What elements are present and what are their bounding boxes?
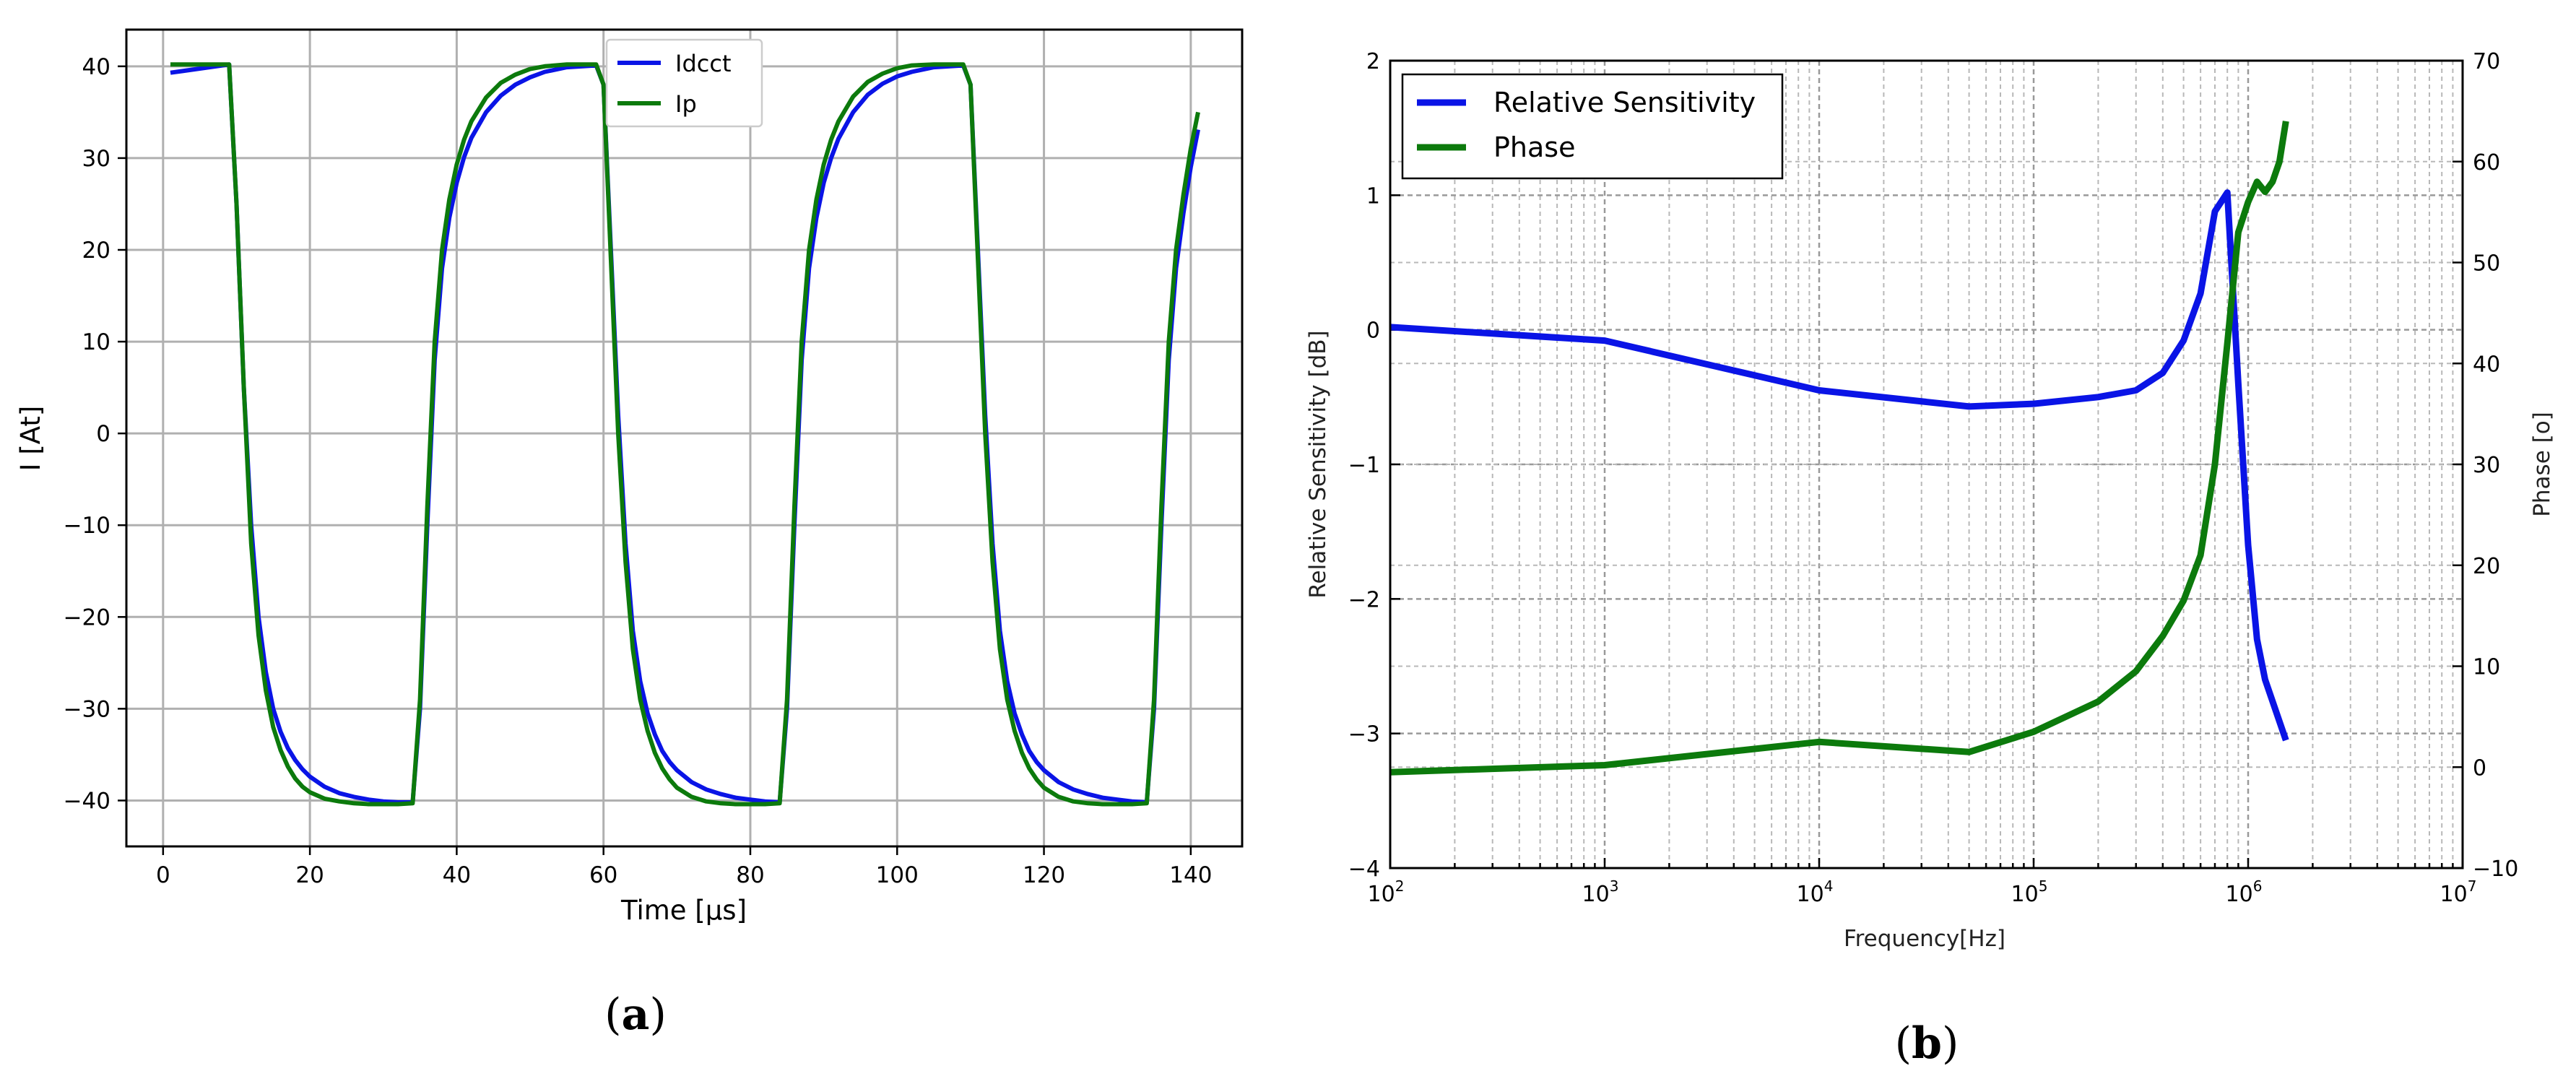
panel-b-series — [1389, 121, 2289, 776]
panel-b-y2tick-label: 20 — [2473, 554, 2500, 579]
panel-a-xtick-label: 40 — [443, 862, 471, 888]
panel-b-series-phase — [1389, 121, 2289, 776]
panel-b-plot-frame — [1389, 59, 2464, 870]
panel-b-xtick-label: 106 — [2226, 877, 2263, 907]
panel-a-ytick-label: −10 — [64, 513, 110, 539]
panel-b-y2label: Phase [o] — [2529, 412, 2555, 517]
panel-b-y2tick-label: 0 — [2473, 755, 2486, 781]
panel-b-y2tick-label: 30 — [2473, 453, 2500, 478]
panel-b-ytick-label: 2 — [1366, 49, 1380, 74]
panel-a-ytick-label: −40 — [64, 788, 110, 814]
panel-b-ytick-label: 0 — [1366, 318, 1380, 344]
panel-a-ylabel: I [At] — [15, 406, 46, 472]
panel-b-y2tick-label: 70 — [2473, 49, 2500, 74]
panel-b-ytick-label: −1 — [1348, 453, 1380, 478]
panel-b-legend: Relative Sensitivity Phase — [1401, 73, 1784, 180]
panel-a-ytick-label: 30 — [82, 146, 110, 172]
panel-a-ytick-label: 40 — [82, 54, 110, 80]
panel-b-y2tick-label: 60 — [2473, 150, 2500, 175]
panel-b-xtick-label: 102 — [1368, 877, 1405, 907]
panel-b-legend-label-sensitivity: Relative Sensitivity — [1493, 87, 1756, 118]
panel-b-legend-label-phase: Phase — [1493, 131, 1575, 163]
panel-a-xlabel: Time [µs] — [620, 895, 747, 926]
panel-a-legend-label-ip: Ip — [675, 90, 697, 118]
panel-a-gridlines — [126, 30, 1242, 846]
panel-b-y2tick-label: −10 — [2473, 857, 2518, 882]
panel-a-ytick-label: 0 — [96, 421, 110, 447]
panel-a-ytick-label: 20 — [82, 238, 110, 264]
panel-b-y2tick-label: 40 — [2473, 352, 2500, 377]
panel-a-xtick-label: 100 — [876, 862, 919, 888]
panel-a-ticks: 0 20 40 60 80 100 120 140 −40 −30 −20 −10 0 10 20 30 40 — [64, 54, 1213, 888]
panel-b-ytick-label: −2 — [1348, 587, 1380, 612]
panel-a-series-ip — [170, 62, 1200, 807]
panel-b-xtick-label: 103 — [1582, 877, 1619, 907]
panel-b-xtick-label: 107 — [2440, 877, 2477, 907]
panel-b-ytick-label: −3 — [1348, 722, 1380, 747]
panel-b-xtick-label: 105 — [2011, 877, 2048, 907]
panel-a-xtick-label: 60 — [589, 862, 617, 888]
panel-b-ytick-label: 1 — [1366, 183, 1380, 209]
panel-a-ytick-label: −30 — [64, 696, 110, 722]
panel-a-legend: Idcct Ip — [605, 38, 763, 128]
panel-a-legend-label-idcct: Idcct — [675, 50, 731, 77]
panel-a-xtick-label: 20 — [295, 862, 324, 888]
panel-a-xtick-label: 80 — [736, 862, 764, 888]
panel-b-series-relative-sensitivity — [1389, 189, 2289, 742]
panel-a-xtick-label: 140 — [1169, 862, 1212, 888]
panel-b-chart: 102 103 104 105 106 107−4−3−2−1012−1001020304… — [1305, 49, 2555, 952]
panel-a-series — [170, 62, 1200, 807]
panel-a-ytick-label: 10 — [82, 329, 110, 355]
panel-b-legend-box — [1401, 73, 1784, 180]
caption-a: (a) — [604, 989, 667, 1040]
panel-a-ytick-label: −20 — [64, 604, 110, 630]
panel-b-xtick-label: 104 — [1797, 877, 1834, 907]
panel-a-plot-frame — [125, 28, 1244, 848]
panel-b-xlabel: Frequency[Hz] — [1844, 926, 2005, 952]
panel-b-ylabel: Relative Sensitivity [dB] — [1305, 330, 1331, 598]
panel-b-y2tick-label: 10 — [2473, 655, 2500, 680]
panel-a-chart: 0 20 40 60 80 100 120 140−40−30−20−10010203040 … — [15, 28, 1244, 926]
panel-a-xtick-label: 0 — [156, 862, 170, 888]
panel-a-xtick-label: 120 — [1023, 862, 1065, 888]
panel-b-ytick-label: −4 — [1348, 857, 1380, 882]
panel-b-y2tick-label: 50 — [2473, 251, 2500, 277]
panel-a-series-idcct — [170, 62, 1200, 805]
caption-b: (b) — [1895, 1018, 1959, 1069]
